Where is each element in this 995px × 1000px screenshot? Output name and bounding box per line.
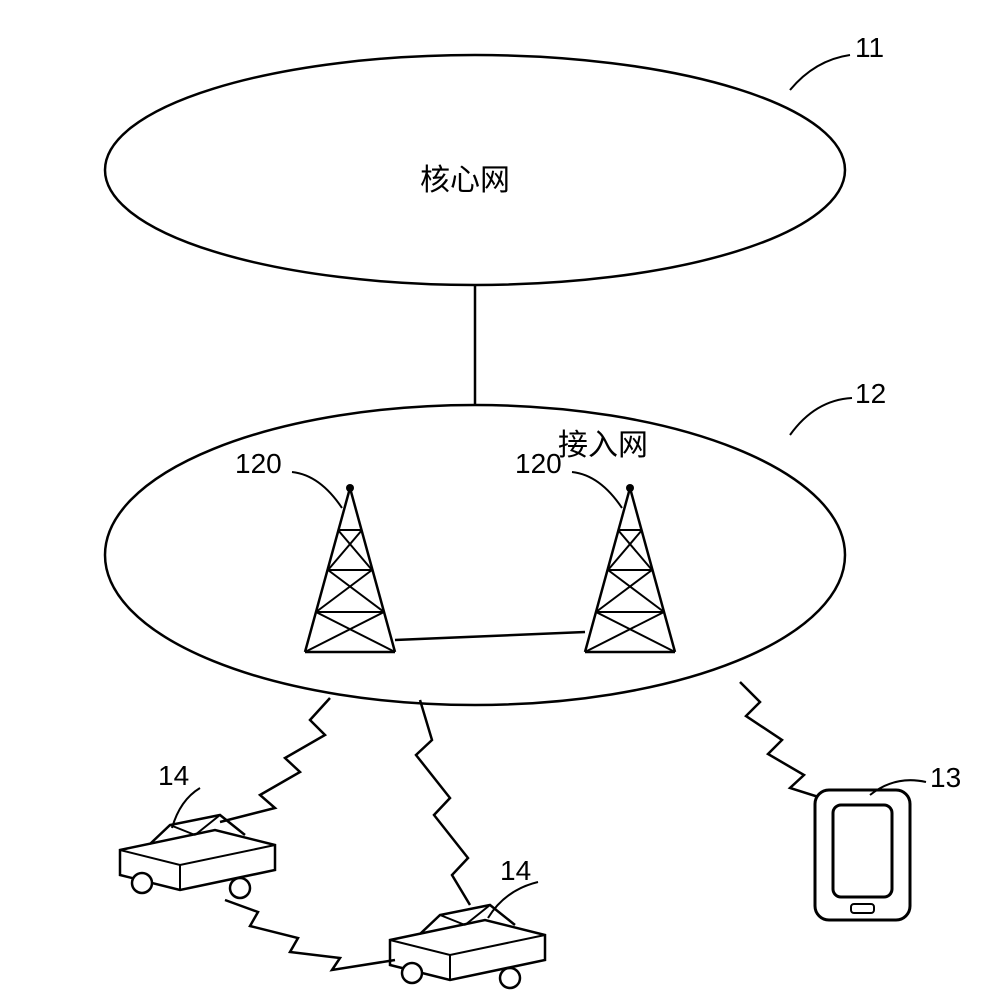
core-network-label: 核心网 [420, 155, 510, 199]
callout-curves [172, 55, 926, 918]
vehicle-1 [120, 815, 275, 898]
base-station-tower-1 [305, 484, 395, 652]
access-network-ellipse [105, 405, 845, 705]
mobile-device [815, 790, 910, 920]
vehicle-2 [390, 905, 545, 988]
network-diagram: 核心网 接入网 11 12 120 120 13 14 14 [0, 0, 995, 1000]
callout-14-right: 14 [500, 855, 531, 887]
callout-12: 12 [855, 378, 886, 410]
wireless-links [220, 682, 828, 970]
callout-120-right: 120 [515, 448, 562, 480]
base-station-tower-2 [585, 484, 675, 652]
callout-14-left: 14 [158, 760, 189, 792]
access-network-label: 接入网 [558, 420, 648, 464]
callout-11: 11 [855, 32, 884, 64]
callout-13: 13 [930, 762, 961, 794]
callout-120-left: 120 [235, 448, 282, 480]
tower-link [395, 632, 585, 640]
